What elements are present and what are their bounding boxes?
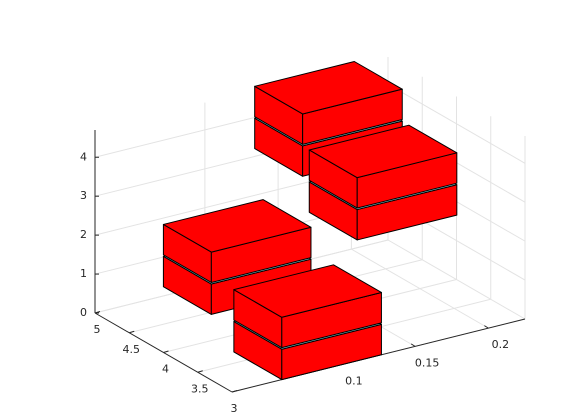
x-tick-label: 0.15 xyxy=(415,356,440,369)
y-tick xyxy=(94,311,101,314)
x-tick xyxy=(410,343,416,347)
z-tick-label: 2 xyxy=(80,228,87,241)
grid-line xyxy=(387,83,526,164)
z-tick-label: 0 xyxy=(80,306,87,319)
z-tick-label: 1 xyxy=(80,267,87,280)
box-top-face xyxy=(233,264,382,318)
y-tick-label: 4 xyxy=(162,363,169,376)
x-tick-label: 0.2 xyxy=(492,338,510,351)
x-tick-label: 0.1 xyxy=(345,375,363,388)
y-tick xyxy=(231,390,238,393)
z-tick-label: 4 xyxy=(80,150,87,163)
y-tick-label: 5 xyxy=(94,323,101,336)
grid-line xyxy=(387,239,526,320)
x-tick xyxy=(484,325,489,329)
y-tick xyxy=(129,330,135,334)
y-tick xyxy=(197,370,203,373)
box-top-face xyxy=(308,124,458,179)
y-tick xyxy=(163,350,169,353)
box-top-face xyxy=(254,61,403,115)
y-tick-label: 3.5 xyxy=(191,382,209,395)
box-top-face xyxy=(162,199,312,253)
z-tick-label: 3 xyxy=(80,189,87,202)
y-tick-label: 3 xyxy=(231,402,238,413)
y-tick-label: 4.5 xyxy=(123,343,141,356)
